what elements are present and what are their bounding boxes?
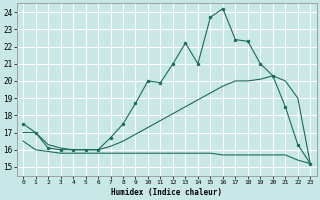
X-axis label: Humidex (Indice chaleur): Humidex (Indice chaleur) <box>111 188 222 197</box>
